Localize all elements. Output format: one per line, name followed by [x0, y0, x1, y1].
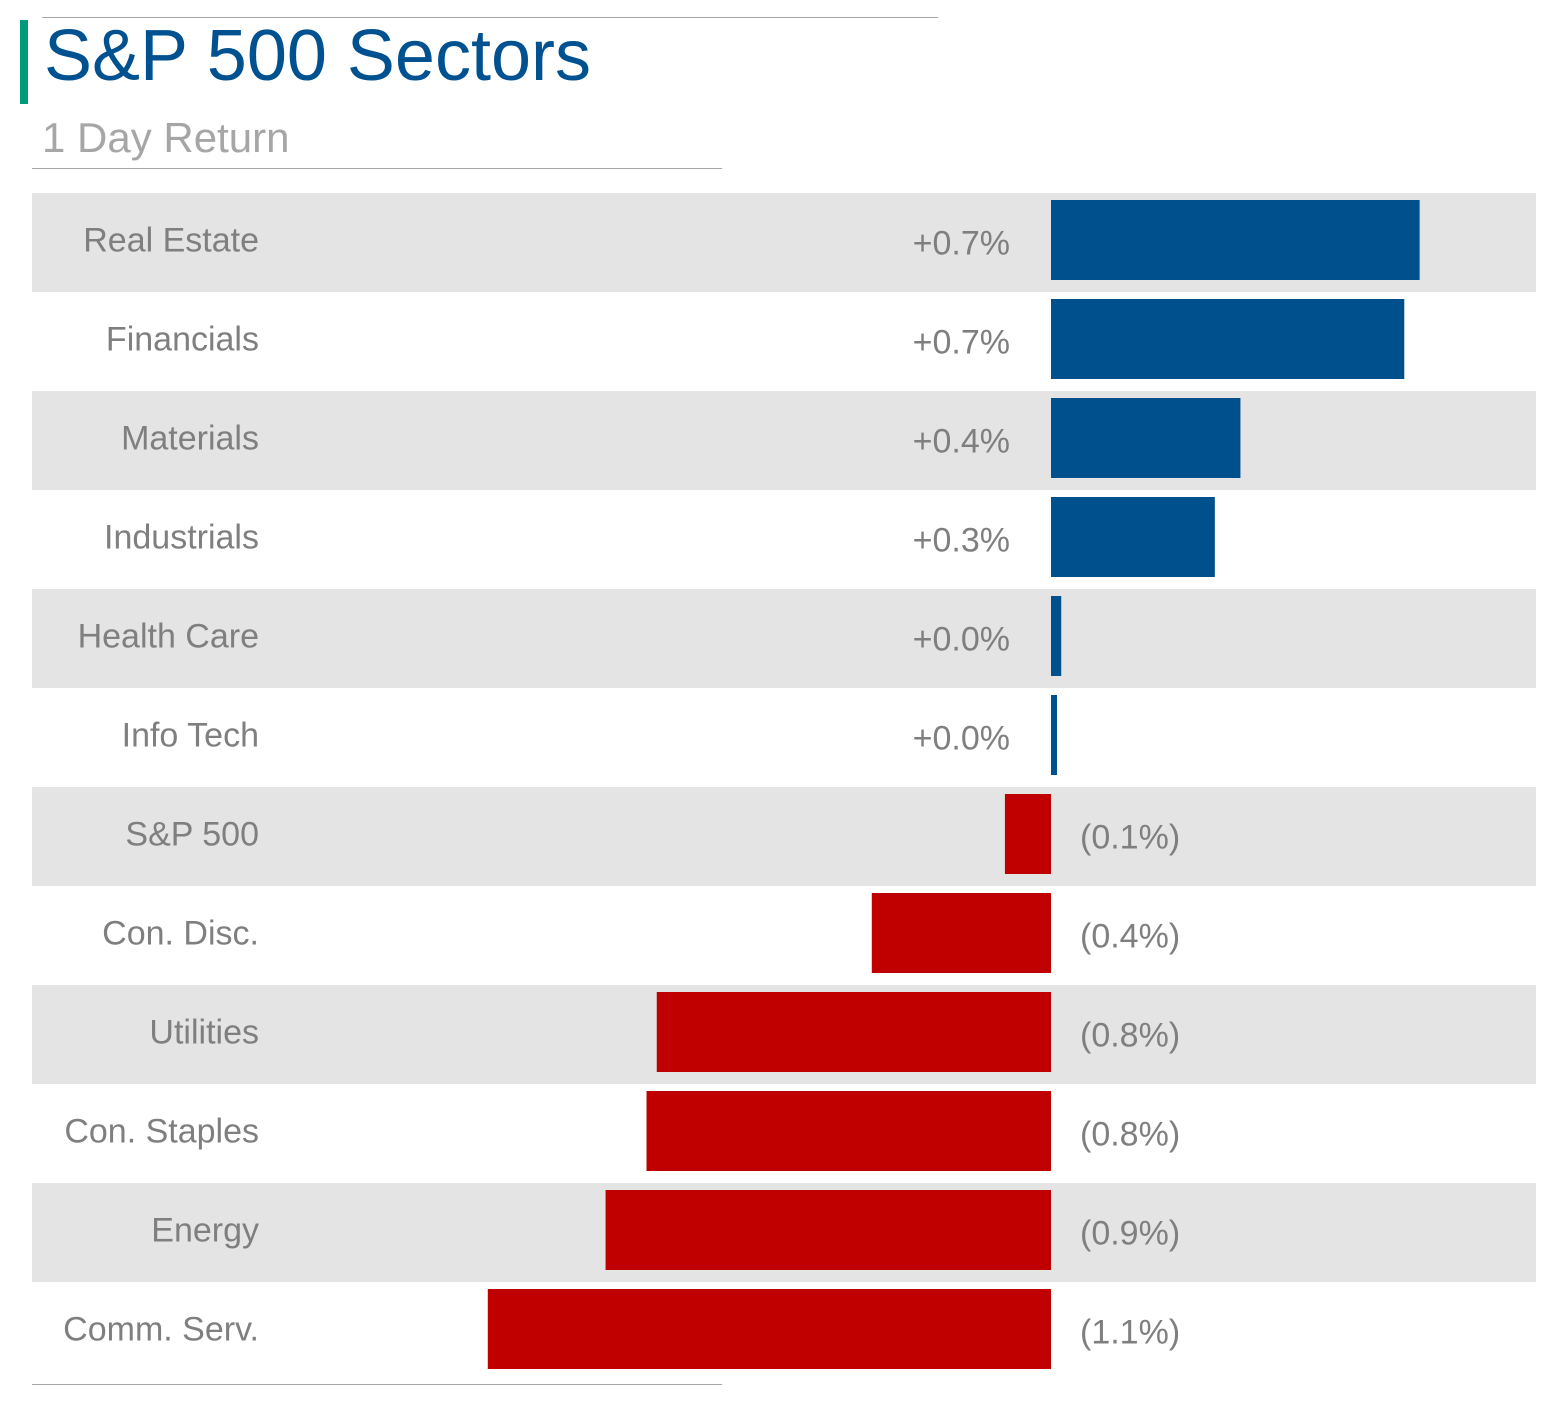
category-label: Materials — [121, 419, 259, 457]
value-label: (0.8%) — [1080, 1115, 1180, 1153]
bar-materials — [1051, 398, 1241, 478]
category-label: Utilities — [149, 1013, 259, 1051]
value-label: (1.1%) — [1080, 1313, 1180, 1351]
value-label: +0.4% — [913, 422, 1010, 460]
category-label: Real Estate — [83, 221, 259, 259]
value-label: +0.7% — [913, 224, 1010, 262]
bar-financials — [1051, 299, 1405, 379]
value-label: +0.3% — [913, 521, 1010, 559]
value-label: (0.8%) — [1080, 1016, 1180, 1054]
bar-utilities — [656, 992, 1051, 1072]
top-rule — [42, 17, 938, 18]
value-label: (0.1%) — [1080, 818, 1180, 856]
category-label: Con. Staples — [64, 1112, 259, 1150]
value-label: +0.0% — [913, 719, 1010, 757]
bar-energy — [605, 1190, 1051, 1270]
value-label: +0.0% — [913, 620, 1010, 658]
category-label: Energy — [151, 1211, 259, 1249]
category-label: Industrials — [104, 518, 259, 556]
bar-con-disc — [871, 893, 1051, 973]
bar-real-estate — [1051, 200, 1420, 280]
category-label: Info Tech — [122, 716, 259, 754]
row-band — [32, 589, 1536, 688]
category-label: Financials — [106, 320, 259, 358]
value-label: (0.9%) — [1080, 1214, 1180, 1252]
chart-subtitle: 1 Day Return — [42, 114, 290, 161]
value-label: +0.7% — [913, 323, 1010, 361]
bar-con-staples — [646, 1091, 1051, 1171]
title-accent-bar — [20, 20, 28, 104]
bottom-rule — [32, 1384, 722, 1385]
row-band — [32, 391, 1536, 490]
row-band — [32, 787, 1536, 886]
value-label: (0.4%) — [1080, 917, 1180, 955]
category-label: Comm. Serv. — [63, 1310, 259, 1348]
category-label: Health Care — [78, 617, 259, 655]
bar-health-care — [1051, 596, 1062, 676]
bar-industrials — [1051, 497, 1215, 577]
category-label: S&P 500 — [125, 815, 259, 853]
bar-info-tech — [1051, 695, 1057, 775]
subtitle-rule — [32, 168, 722, 169]
bar-comm-serv — [487, 1289, 1051, 1369]
bar-s-p-500 — [1004, 794, 1051, 874]
chart-title: S&P 500 Sectors — [44, 16, 591, 96]
category-label: Con. Disc. — [102, 914, 259, 952]
